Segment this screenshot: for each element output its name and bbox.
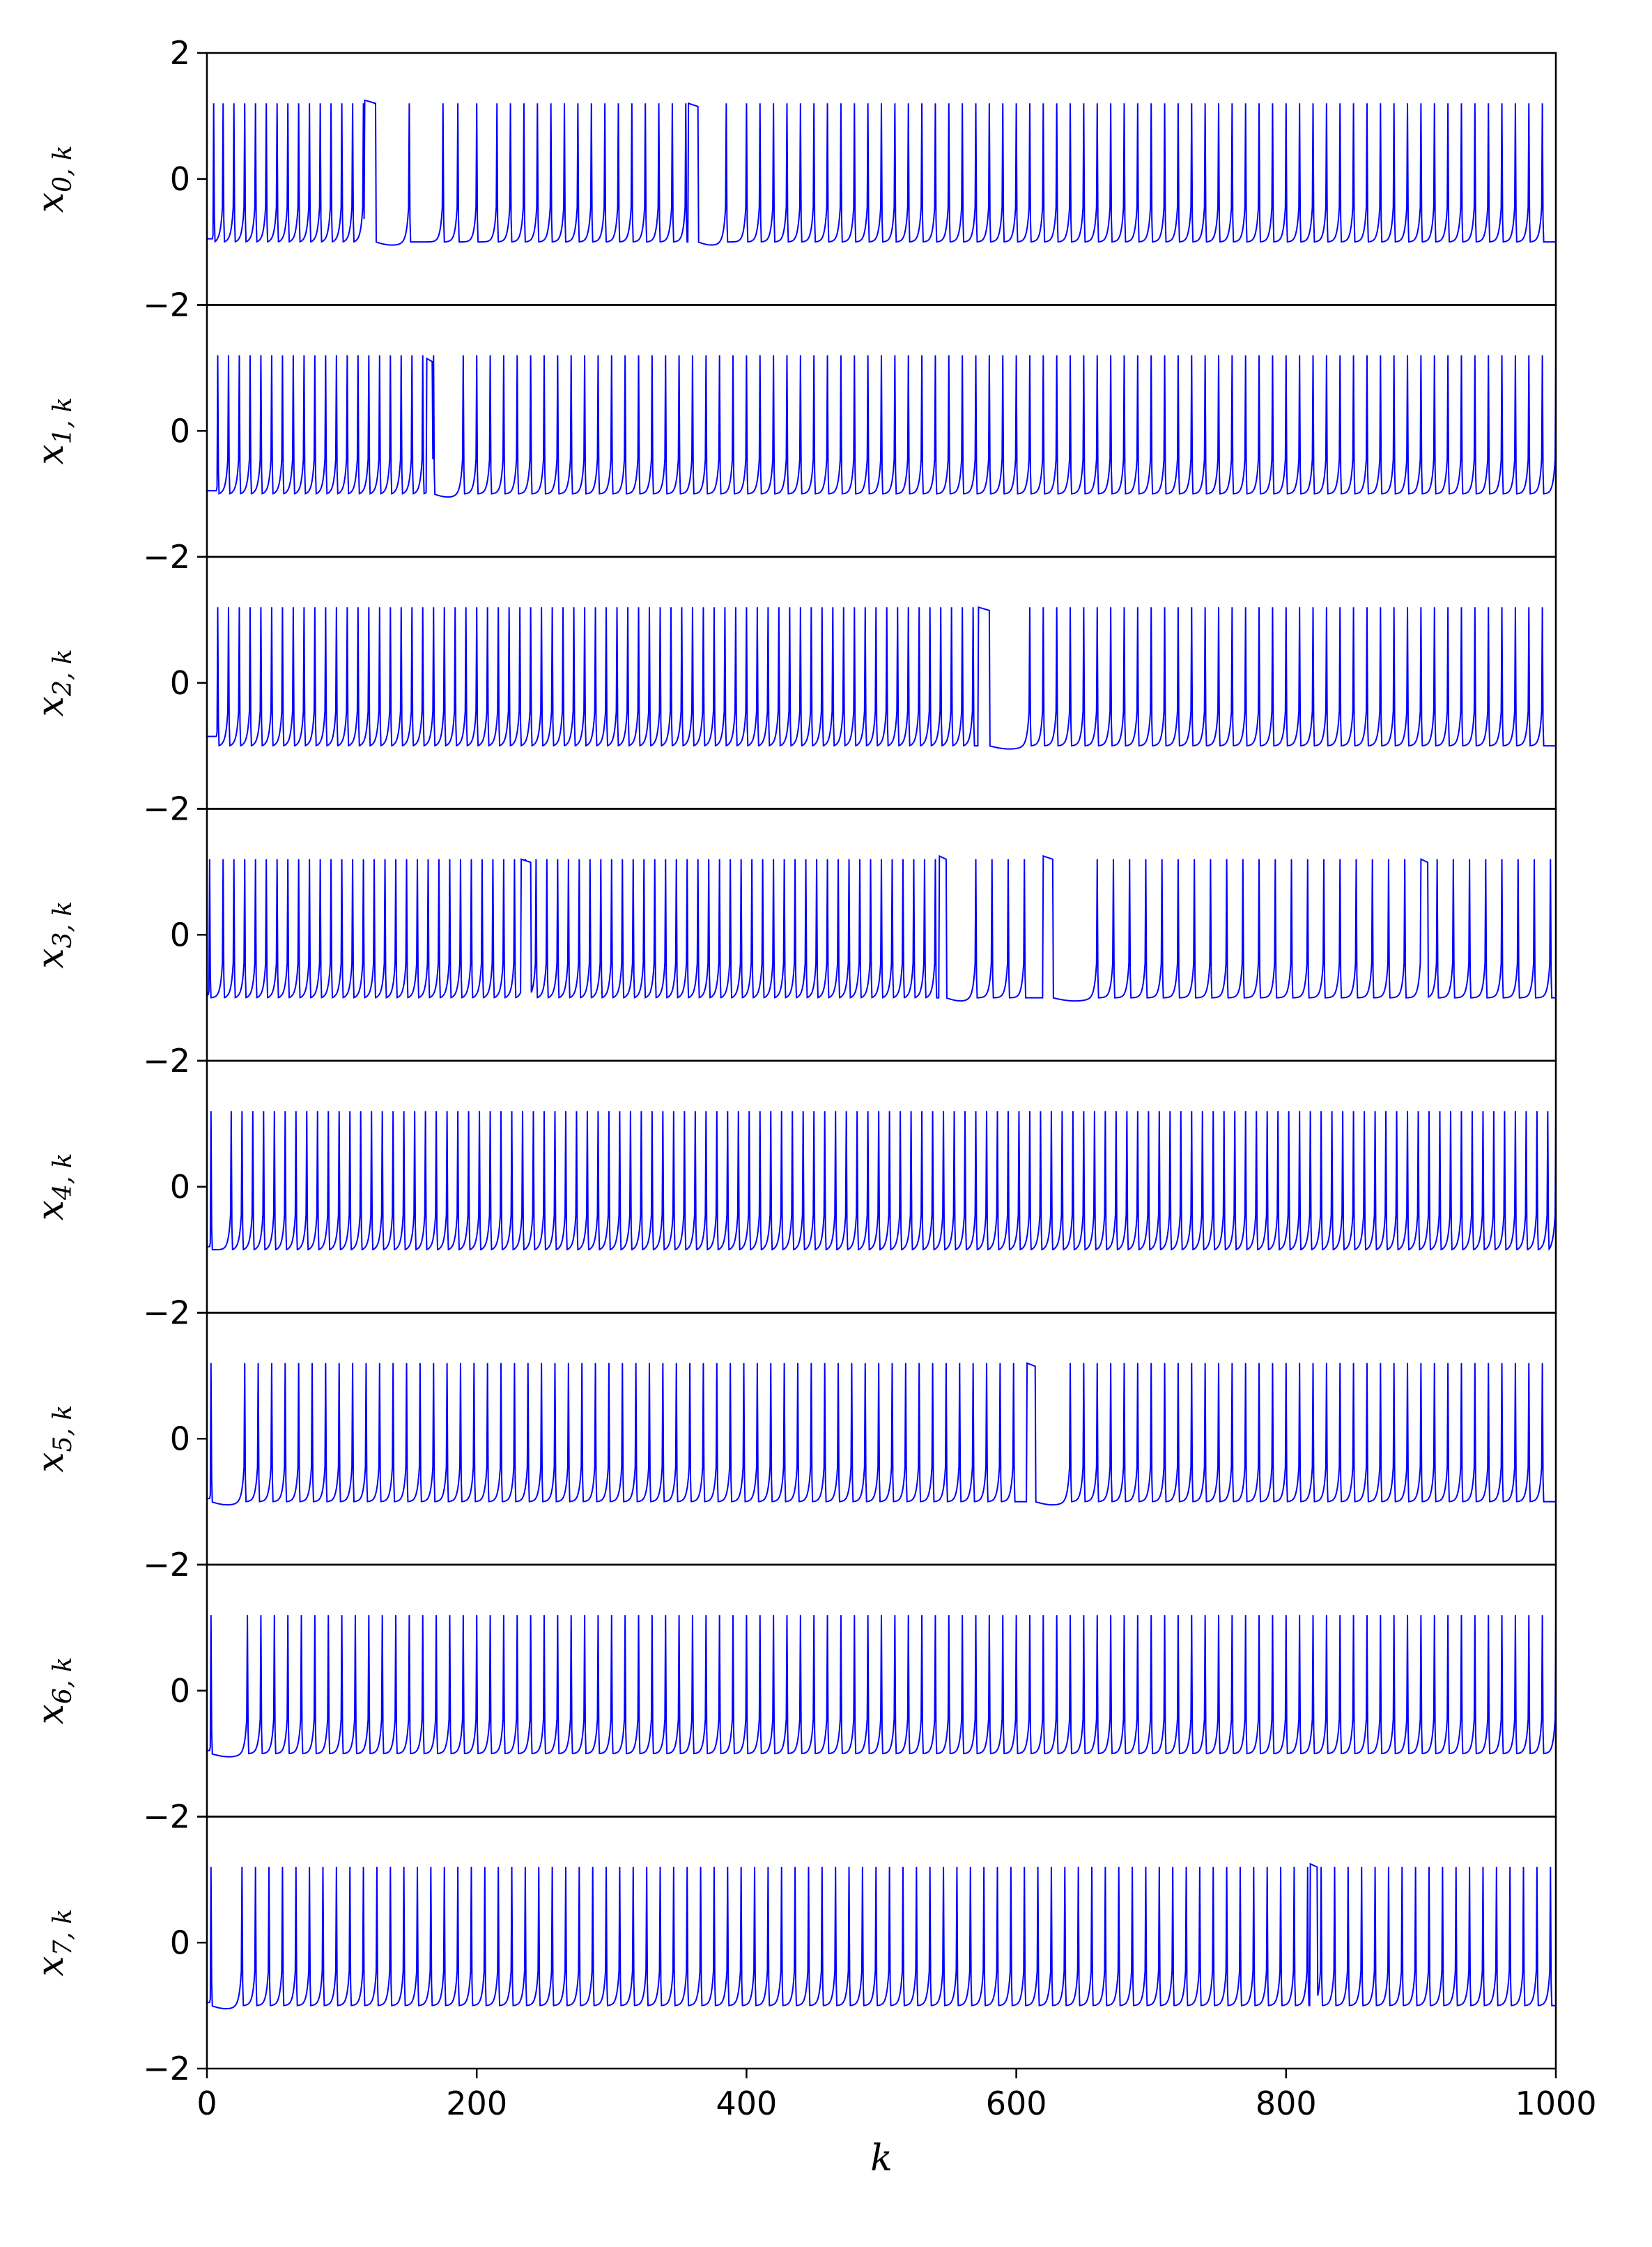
y-tick-label-2-0: −2: [143, 790, 190, 828]
y-label-sub-3: 3, k: [49, 901, 77, 949]
y-label-base-2: x: [30, 696, 72, 716]
y-label-base-6: x: [30, 1704, 72, 1724]
y-tick-label-2-1: 0: [170, 664, 190, 702]
y-tick-label-4-0: −2: [143, 1294, 190, 1332]
x-axis: 0 200 400 600 800 1000: [196, 2069, 1597, 2122]
y-tick-label-4-1: 0: [170, 1168, 190, 1206]
panel-5: −2 0 x5, k: [30, 1312, 1557, 1583]
y-label-sub-0: 0, k: [49, 145, 77, 192]
series-line-7: [207, 1862, 1556, 2010]
y-label-sub-7: 7, k: [49, 1909, 77, 1956]
panel-frame-7: [206, 1816, 1557, 2070]
y-axis-label-1: x1, k: [30, 397, 77, 465]
x-tick-label-5: 1000: [1515, 2085, 1596, 2122]
x-tick-label-0: 0: [196, 2085, 217, 2122]
x-tick-label-4: 800: [1256, 2085, 1317, 2122]
series-line-6: [207, 1615, 1556, 1758]
y-tick-label-6-0: −2: [143, 1798, 190, 1836]
y-tick-label-7-1: 0: [170, 1924, 190, 1961]
y-label-base-4: x: [30, 1200, 72, 1220]
y-label-sub-1: 1, k: [49, 397, 77, 445]
y-tick-label-0-0: −2: [143, 286, 190, 324]
y-tick-label-0-2: 2: [170, 34, 190, 72]
panel-2: −2 0 x2, k: [30, 555, 1557, 828]
y-label-sub-5: 5, k: [49, 1405, 77, 1452]
y-label-base-1: x: [30, 444, 72, 464]
y-axis-label-3: x3, k: [30, 901, 77, 969]
panel-1: −2 0 x1, k: [30, 304, 1557, 576]
y-tick-label-7-0: −2: [143, 2050, 190, 2087]
y-axis-label-4: x4, k: [30, 1153, 77, 1220]
y-label-base-5: x: [30, 1452, 72, 1472]
panel-4: −2 0 x4, k: [30, 1059, 1557, 1332]
y-axis-label-5: x5, k: [30, 1405, 77, 1473]
y-tick-label-5-1: 0: [170, 1420, 190, 1457]
series-line-0: [207, 99, 1556, 246]
y-label-sub-6: 6, k: [49, 1657, 77, 1704]
y-label-sub-4: 4, k: [49, 1153, 77, 1201]
x-tick-label-3: 600: [986, 2085, 1047, 2122]
y-tick-label-3-0: −2: [143, 1042, 190, 1080]
series-line-2: [207, 606, 1556, 750]
y-axis-label-6: x6, k: [30, 1657, 77, 1724]
panel-3: −2 0 x3, k: [30, 808, 1557, 1080]
panel-6: −2 0 x6, k: [30, 1563, 1557, 1836]
y-axis-label-7: x7, k: [30, 1909, 77, 1977]
series-line-5: [207, 1362, 1556, 1506]
series-line-4: [207, 1111, 1556, 1251]
y-axis-label-2: x2, k: [30, 649, 77, 716]
y-label-base-3: x: [30, 948, 72, 968]
panel-7: −2 0 x7, k: [30, 1816, 1557, 2087]
y-label-base-0: x: [30, 192, 72, 213]
y-axis-label-0: x0, k: [30, 145, 77, 213]
y-tick-label-1-1: 0: [170, 412, 190, 450]
y-label-base-7: x: [30, 1956, 72, 1976]
y-label-sub-2: 2, k: [49, 649, 77, 697]
y-tick-label-6-1: 0: [170, 1672, 190, 1710]
y-tick-label-5-0: −2: [143, 1546, 190, 1583]
y-tick-label-0-1: 0: [170, 160, 190, 198]
y-tick-label-3-1: 0: [170, 916, 190, 953]
series-line-3: [207, 854, 1556, 1002]
x-axis-label: k: [870, 2138, 893, 2179]
x-tick-label-2: 400: [716, 2085, 777, 2122]
series-line-1: [207, 355, 1556, 498]
y-tick-label-1-0: −2: [143, 538, 190, 576]
panel-0: −2 0 2 x0, k: [30, 34, 1557, 324]
x-tick-label-1: 200: [446, 2085, 507, 2122]
